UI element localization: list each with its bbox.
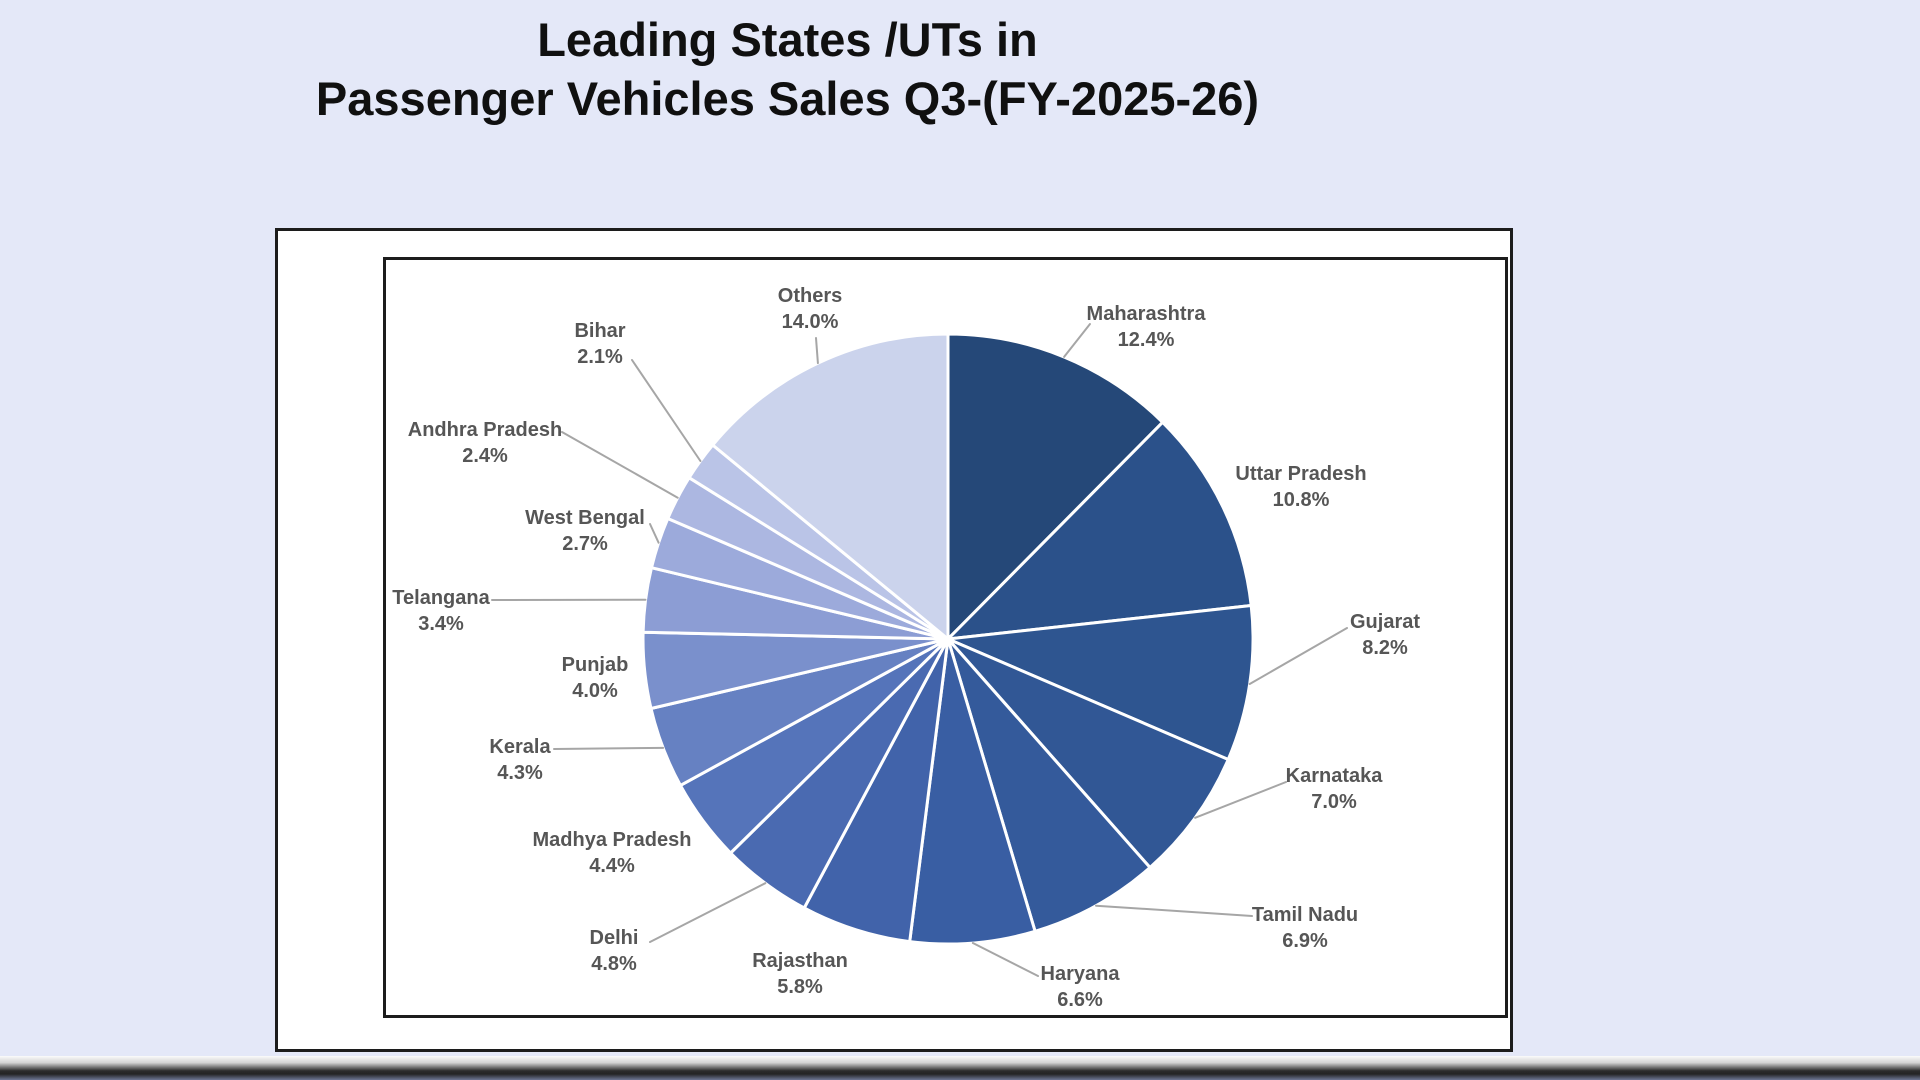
slice-value-rajasthan: 5.8% xyxy=(777,976,823,998)
slice-label-bihar: Bihar xyxy=(574,320,625,342)
leader-line-karnataka xyxy=(1194,781,1287,819)
leader-line-kerala xyxy=(553,746,665,750)
slice-label-karnataka: Karnataka xyxy=(1286,765,1384,787)
chart-title: Leading States /UTs in Passenger Vehicle… xyxy=(0,10,1575,128)
slice-value-others: 14.0% xyxy=(782,311,839,333)
slice-label-tamil-nadu: Tamil Nadu xyxy=(1252,904,1358,926)
slice-value-madhya-pradesh: 4.4% xyxy=(589,855,635,877)
leader-lines-group xyxy=(491,323,1348,977)
leader-line-bihar xyxy=(631,359,702,462)
slice-label-uttar-pradesh: Uttar Pradesh xyxy=(1235,463,1366,485)
bottom-shadow-band xyxy=(0,1056,1920,1080)
slice-label-maharashtra: Maharashtra xyxy=(1087,303,1207,325)
slice-value-andhra-pradesh: 2.4% xyxy=(462,445,508,467)
slice-value-bihar: 2.1% xyxy=(577,346,623,368)
slice-label-telangana: Telangana xyxy=(392,587,490,609)
slice-label-delhi: Delhi xyxy=(590,927,639,949)
leader-line-maharashtra xyxy=(1063,323,1091,358)
slice-value-punjab: 4.0% xyxy=(572,680,618,702)
slice-labels-group: Maharashtra 12.4% Uttar Pradesh 10.8% Gujara… xyxy=(392,285,1420,1011)
pie-slices-group xyxy=(641,332,1255,946)
slice-label-others: Others xyxy=(778,285,842,307)
slice-value-kerala: 4.3% xyxy=(497,762,543,784)
slice-label-haryana: Haryana xyxy=(1041,963,1121,985)
slice-value-karnataka: 7.0% xyxy=(1311,791,1357,813)
slice-label-kerala: Kerala xyxy=(489,736,551,758)
leader-line-delhi xyxy=(649,882,767,943)
leader-line-haryana xyxy=(971,942,1039,977)
leader-line-andhra-pradesh xyxy=(561,431,679,499)
leader-line-gujarat xyxy=(1248,627,1348,685)
slice-label-madhya-pradesh: Madhya Pradesh xyxy=(533,829,692,851)
slice-label-andhra-pradesh: Andhra Pradesh xyxy=(408,419,562,441)
chart-title-line2: Passenger Vehicles Sales Q3-(FY-2025-26) xyxy=(315,72,1260,125)
slice-label-rajasthan: Rajasthan xyxy=(752,950,848,972)
slice-label-west-bengal: West Bengal xyxy=(525,507,645,529)
leader-line-others xyxy=(815,337,819,365)
slice-value-delhi: 4.8% xyxy=(591,953,637,975)
slice-value-gujarat: 8.2% xyxy=(1362,637,1408,659)
slice-value-telangana: 3.4% xyxy=(418,613,464,635)
chart-title-line1: Leading States /UTs in xyxy=(537,13,1038,66)
leader-line-west-bengal xyxy=(649,523,660,544)
slice-label-punjab: Punjab xyxy=(562,654,629,676)
slice-value-haryana: 6.6% xyxy=(1057,989,1103,1011)
leader-line-tamil-nadu xyxy=(1095,904,1253,917)
slice-value-tamil-nadu: 6.9% xyxy=(1282,930,1328,952)
slice-value-maharashtra: 12.4% xyxy=(1118,329,1175,351)
pie-slice-uttar-pradesh xyxy=(946,420,1253,641)
slice-label-gujarat: Gujarat xyxy=(1350,611,1420,633)
slice-value-west-bengal: 2.7% xyxy=(562,533,608,555)
slice-value-uttar-pradesh: 10.8% xyxy=(1273,489,1330,511)
